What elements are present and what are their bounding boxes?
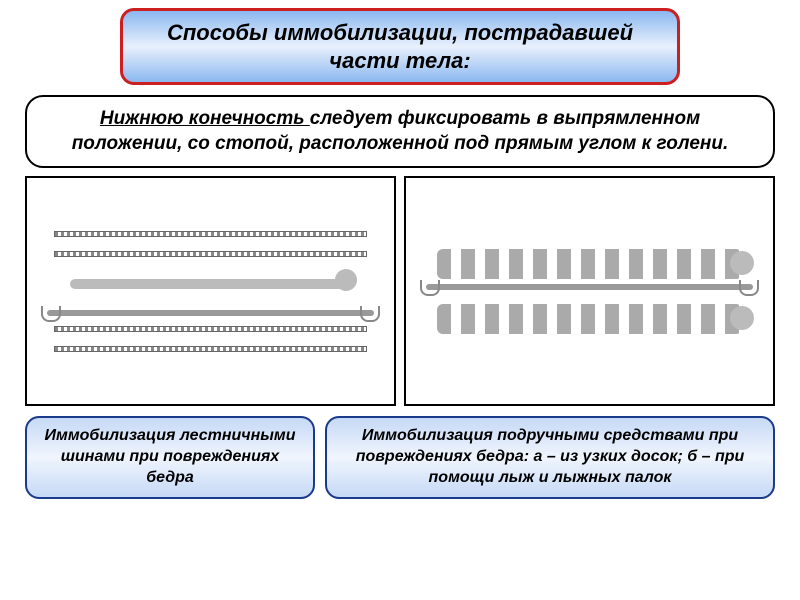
splint-sketch: [54, 231, 366, 237]
caption-ladder-splints: Иммобилизация лестничными шинами при пов…: [25, 416, 315, 498]
patient-boards-sketch: [416, 249, 763, 290]
caption-improvised: Иммобилизация подручными средствами при …: [325, 416, 775, 498]
splint-sketch: [54, 251, 366, 257]
description-underlined: Нижнюю конечность: [100, 108, 310, 129]
patient-sketch: [37, 267, 384, 316]
figure-improvised-means: [404, 176, 775, 406]
title-box: Способы иммобилизации, пострадавшей част…: [120, 8, 680, 85]
title-text: Способы иммобилизации, пострадавшей част…: [167, 20, 633, 73]
captions-row: Иммобилизация лестничными шинами при пов…: [25, 416, 775, 498]
figure-ladder-splints: [25, 176, 396, 406]
caption-left-text: Иммобилизация лестничными шинами при пов…: [39, 426, 301, 488]
description-box: Нижнюю конечность следует фиксировать в …: [25, 95, 775, 168]
figures-row: [25, 176, 775, 406]
splint-sketch: [54, 326, 366, 332]
splint-sketch: [54, 346, 366, 352]
caption-right-text: Иммобилизация подручными средствами при …: [339, 426, 761, 488]
patient-skis-sketch: [416, 304, 763, 334]
